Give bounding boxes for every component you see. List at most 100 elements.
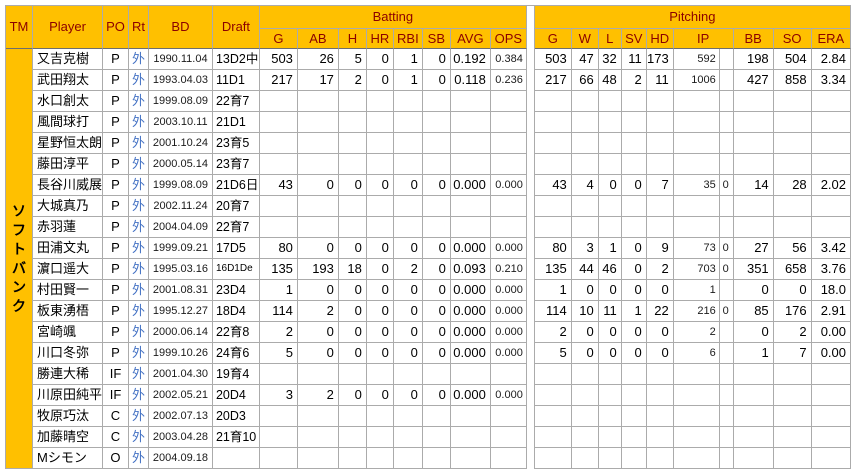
- cell-batting-rbi: [393, 133, 423, 154]
- cell-pitching-era: [811, 112, 851, 133]
- section-spacer: [526, 6, 535, 49]
- cell-pitching-g: [534, 448, 572, 469]
- cell-pitching-ip: [673, 154, 720, 175]
- cell-batting-sb: [422, 91, 451, 112]
- cell-batting-ab: [297, 112, 339, 133]
- cell-batting-sb: 0: [422, 343, 451, 364]
- cell-batting-sb: [422, 133, 451, 154]
- cell-batting-sb: 0: [422, 238, 451, 259]
- cell-rt: 外: [128, 238, 149, 259]
- cell-pitching-era: 0.00: [811, 343, 851, 364]
- cell-batting-sb: [422, 196, 451, 217]
- cell-pitching-bb: [733, 385, 774, 406]
- cell-po: C: [103, 406, 129, 427]
- table-row: 長谷川威展 P 外 1999.08.09 21D6日 43 0 0 0 0 0 0.000 0.000 4…: [6, 175, 851, 196]
- section-spacer: [526, 70, 535, 91]
- cell-batting-h: 0: [338, 175, 367, 196]
- cell-pitching-hd: 0: [646, 322, 674, 343]
- cell-batting-ab: 0: [297, 175, 339, 196]
- cell-player: 星野恒太朗: [32, 133, 103, 154]
- cell-batting-ab: [297, 154, 339, 175]
- header-pitching-bb: BB: [733, 29, 774, 49]
- header-pitching-w: W: [571, 29, 599, 49]
- cell-batting-h: [338, 112, 367, 133]
- cell-player: 長谷川威展: [32, 175, 103, 196]
- cell-pitching-l: [598, 448, 622, 469]
- cell-pitching-era: [811, 133, 851, 154]
- cell-batting-ab: 0: [297, 238, 339, 259]
- cell-po: P: [103, 154, 129, 175]
- cell-batting-sb: 0: [422, 322, 451, 343]
- section-spacer: [526, 49, 535, 70]
- cell-pitching-hd: [646, 448, 674, 469]
- cell-pitching-l: [598, 133, 622, 154]
- cell-batting-g: 217: [259, 70, 298, 91]
- cell-batting-avg: 0.000: [450, 280, 491, 301]
- cell-pitching-hd: 0: [646, 280, 674, 301]
- cell-batting-ab: [297, 91, 339, 112]
- cell-pitching-l: [598, 217, 622, 238]
- cell-batting-sb: 0: [422, 385, 451, 406]
- cell-pitching-ip-frac: [719, 112, 734, 133]
- cell-pitching-ip-frac: [719, 154, 734, 175]
- cell-pitching-bb: 1: [733, 343, 774, 364]
- cell-pitching-w: [571, 217, 599, 238]
- cell-pitching-ip-frac: [719, 217, 734, 238]
- cell-pitching-era: [811, 91, 851, 112]
- cell-pitching-g: 135: [534, 259, 572, 280]
- player-stats-table: TM Player PO Rt BD Draft Batting Pitchin…: [5, 5, 851, 469]
- cell-pitching-so: [773, 154, 812, 175]
- cell-pitching-ip-frac: [719, 448, 734, 469]
- cell-batting-ab: 26: [297, 49, 339, 70]
- cell-batting-avg: 0.000: [450, 301, 491, 322]
- table-body: ソフトバンク又吉克樹 P 外 1990.11.04 13D2中 503 26 5 0 1 0 0.19…: [6, 49, 851, 469]
- cell-pitching-w: [571, 154, 599, 175]
- cell-pitching-g: 2: [534, 322, 572, 343]
- section-spacer: [526, 112, 535, 133]
- table-row: 川原田純平 IF 外 2002.05.21 20D4 3 2 0 0 0 0 0.000 0.000: [6, 385, 851, 406]
- header-row-sections: TM Player PO Rt BD Draft Batting Pitchin…: [6, 6, 851, 49]
- cell-pitching-bb: [733, 364, 774, 385]
- cell-rt: 外: [128, 112, 149, 133]
- table-row: 風間球打 P 外 2003.10.11 21D1: [6, 112, 851, 133]
- cell-batting-hr: [366, 217, 394, 238]
- cell-pitching-era: [811, 196, 851, 217]
- cell-batting-avg: [450, 112, 491, 133]
- cell-pitching-bb: [733, 448, 774, 469]
- cell-pitching-bb: 85: [733, 301, 774, 322]
- cell-pitching-bb: [733, 112, 774, 133]
- cell-batting-ops: [490, 364, 527, 385]
- cell-draft: 23育5: [212, 133, 260, 154]
- cell-po: P: [103, 259, 129, 280]
- cell-batting-ops: [490, 406, 527, 427]
- cell-bd: 1995.03.16: [148, 259, 213, 280]
- cell-batting-sb: [422, 364, 451, 385]
- cell-pitching-w: [571, 448, 599, 469]
- cell-batting-avg: 0.000: [450, 175, 491, 196]
- cell-batting-rbi: 0: [393, 238, 423, 259]
- cell-pitching-sv: 0: [621, 238, 647, 259]
- cell-draft: 16D1De: [212, 259, 260, 280]
- cell-batting-ab: [297, 364, 339, 385]
- cell-bd: 1999.10.26: [148, 343, 213, 364]
- table-row: 大城真乃 P 外 2002.11.24 20育7: [6, 196, 851, 217]
- cell-rt: 外: [128, 154, 149, 175]
- table-row: 赤羽蓮 P 外 2004.04.09 22育7: [6, 217, 851, 238]
- cell-po: P: [103, 196, 129, 217]
- cell-bd: 1999.08.09: [148, 91, 213, 112]
- cell-bd: 2002.07.13: [148, 406, 213, 427]
- cell-pitching-w: [571, 406, 599, 427]
- cell-batting-sb: 0: [422, 49, 451, 70]
- cell-pitching-l: 0: [598, 322, 622, 343]
- cell-draft: 20育7: [212, 196, 260, 217]
- cell-bd: 2000.06.14: [148, 322, 213, 343]
- cell-batting-sb: [422, 217, 451, 238]
- cell-pitching-g: 43: [534, 175, 572, 196]
- cell-batting-avg: [450, 364, 491, 385]
- cell-pitching-ip: [673, 406, 720, 427]
- cell-pitching-sv: 11: [621, 49, 647, 70]
- cell-batting-h: [338, 217, 367, 238]
- cell-bd: 1993.04.03: [148, 70, 213, 91]
- cell-po: P: [103, 91, 129, 112]
- cell-pitching-l: 1: [598, 238, 622, 259]
